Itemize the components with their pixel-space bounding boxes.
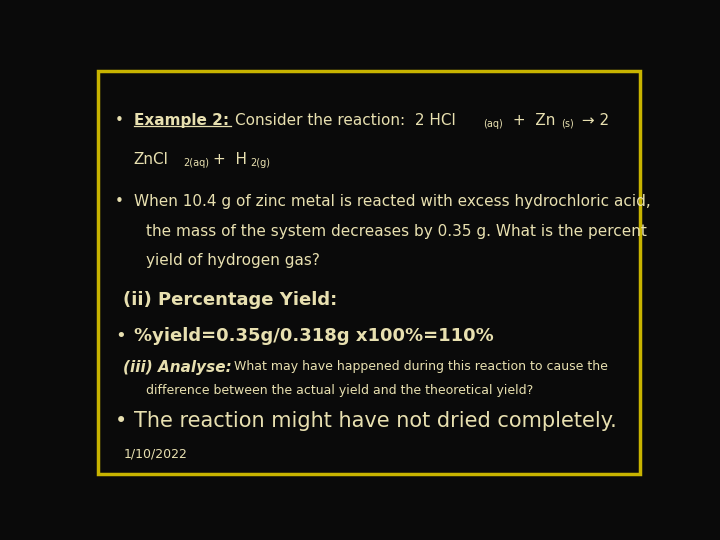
Text: When 10.4 g of zinc metal is reacted with excess hydrochloric acid,: When 10.4 g of zinc metal is reacted wit… <box>133 194 650 208</box>
Text: •: • <box>115 327 126 345</box>
Text: What may have happened during this reaction to cause the: What may have happened during this react… <box>234 360 608 373</box>
Text: (s): (s) <box>562 119 575 129</box>
Text: 1/10/2022: 1/10/2022 <box>124 448 187 461</box>
Text: → 2: → 2 <box>577 113 608 127</box>
Text: difference between the actual yield and the theoretical yield?: difference between the actual yield and … <box>145 384 533 397</box>
Text: 2(g): 2(g) <box>250 158 270 168</box>
Text: ZnCl: ZnCl <box>133 152 168 167</box>
Text: •: • <box>115 194 124 208</box>
Text: (aq): (aq) <box>483 119 503 129</box>
Text: %yield=0.35g/0.318g x100%=110%: %yield=0.35g/0.318g x100%=110% <box>133 327 493 345</box>
Text: Consider the reaction:  2 HCl: Consider the reaction: 2 HCl <box>235 113 456 127</box>
Text: 2(aq): 2(aq) <box>184 158 210 168</box>
Text: (iii) Analyse:: (iii) Analyse: <box>124 360 233 375</box>
Text: •: • <box>115 113 124 127</box>
Text: +  Zn: + Zn <box>508 113 556 127</box>
FancyBboxPatch shape <box>99 71 639 474</box>
Text: (ii) Percentage Yield:: (ii) Percentage Yield: <box>124 292 338 309</box>
Text: +  H: + H <box>213 152 247 167</box>
Text: The reaction might have not dried completely.: The reaction might have not dried comple… <box>133 411 616 431</box>
Text: Example 2:: Example 2: <box>133 113 229 127</box>
Text: the mass of the system decreases by 0.35 g. What is the percent: the mass of the system decreases by 0.35… <box>145 224 647 239</box>
Text: yield of hydrogen gas?: yield of hydrogen gas? <box>145 253 320 268</box>
Text: •: • <box>115 411 127 431</box>
